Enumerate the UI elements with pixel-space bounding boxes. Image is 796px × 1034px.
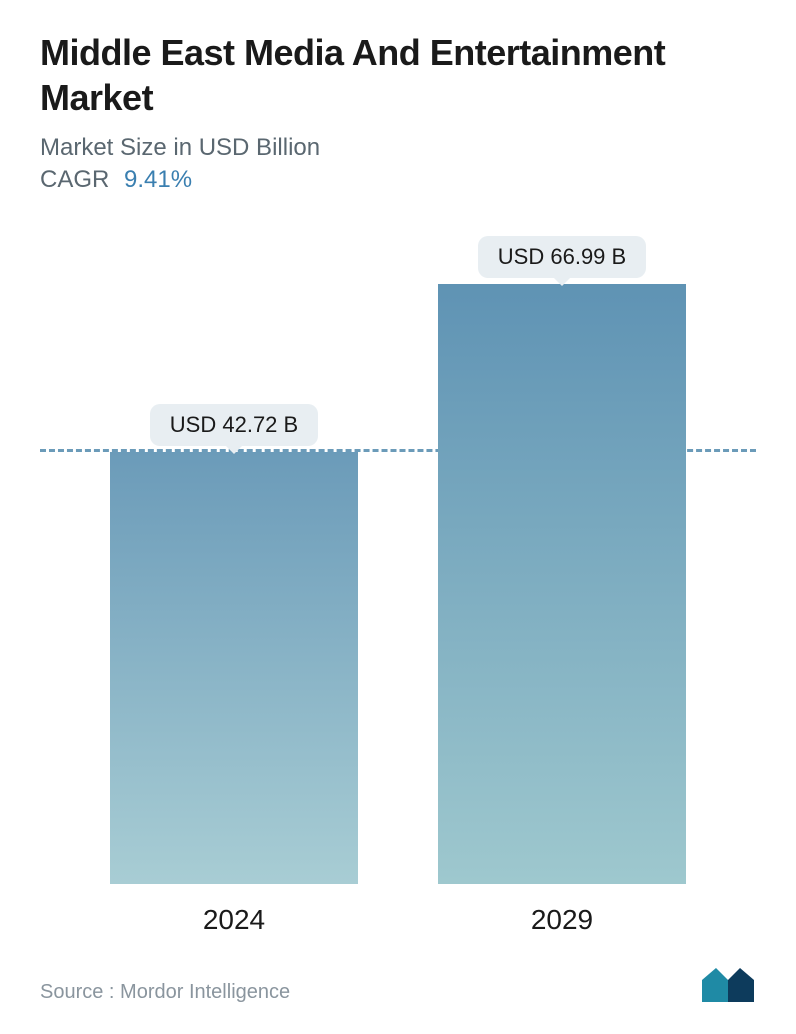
bar-group-1: USD 66.99 B: [438, 236, 686, 884]
chart-container: Middle East Media And Entertainment Mark…: [0, 0, 796, 1034]
chart-footer: Source : Mordor Intelligence: [40, 936, 756, 1014]
bar-1: [438, 284, 686, 884]
x-label-0: 2024: [110, 904, 358, 936]
bar-0: [110, 452, 358, 884]
bar-value-label-1: USD 66.99 B: [478, 236, 646, 278]
chart-title: Middle East Media And Entertainment Mark…: [40, 30, 756, 120]
bar-group-0: USD 42.72 B: [110, 404, 358, 884]
chart-subtitle: Market Size in USD Billion: [40, 134, 756, 162]
cagr-label: CAGR: [40, 166, 109, 193]
x-label-1: 2029: [438, 904, 686, 936]
cagr-row: CAGR 9.41%: [40, 166, 756, 194]
source-text: Source : Mordor Intelligence: [40, 981, 290, 1004]
brand-logo-icon: [700, 966, 756, 1004]
cagr-value: 9.41%: [124, 166, 192, 193]
x-axis-labels: 2024 2029: [40, 884, 756, 936]
bar-value-label-0: USD 42.72 B: [150, 404, 318, 446]
chart-plot-area: USD 42.72 B USD 66.99 B: [40, 224, 756, 884]
